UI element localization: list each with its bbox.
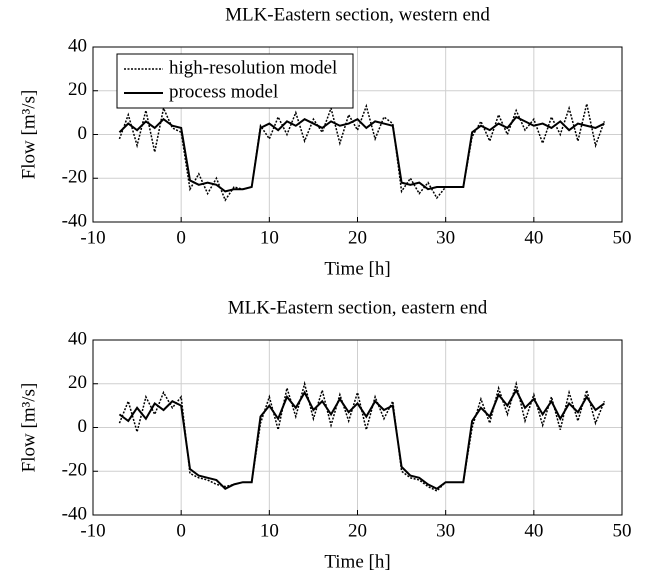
legend: high-resolution model process model [116,53,354,109]
x-tick-label: 10 [260,227,279,248]
y-tick-label: -40 [62,503,87,524]
y-tick-label: 40 [68,35,87,56]
legend-label: process model [169,81,278,102]
x-tick-label: 40 [524,520,543,541]
x-axis-label: Time [h] [324,258,390,279]
x-tick-label: 10 [260,520,279,541]
y-tick-label: 0 [78,416,88,437]
y-tick-label: -20 [62,460,87,481]
y-tick-label: 40 [68,328,87,349]
legend-label: high-resolution model [169,57,337,78]
y-tick-label: -20 [62,167,87,188]
x-tick-label: 50 [613,520,632,541]
x-tick-label: 40 [524,227,543,248]
plot-frame [92,46,623,223]
data-line [118,103,606,202]
chart-title: MLK-Eastern section, eastern end [228,297,488,318]
y-axis-label: Flow [m³/s] [18,90,39,180]
x-tick-label: 50 [613,227,632,248]
data-line [118,115,605,193]
x-axis-label: Time [h] [324,551,390,572]
y-tick-label: 0 [78,123,88,144]
y-tick-label: 20 [68,372,87,393]
x-tick-label: 20 [348,227,367,248]
y-tick-label: -40 [62,210,87,231]
legend-box [116,53,354,109]
x-tick-label: 0 [176,227,186,248]
x-tick-label: -10 [80,520,105,541]
y-axis-label: Flow [m³/s] [18,383,39,473]
x-tick-label: 30 [436,520,455,541]
x-tick-label: 0 [176,520,186,541]
plot-frame [92,339,623,516]
x-tick-label: 30 [436,227,455,248]
data-line [118,388,605,490]
chart-title: MLK-Eastern section, western end [225,4,490,25]
x-tick-label: 20 [348,520,367,541]
x-tick-label: -10 [80,227,105,248]
data-line [118,380,606,492]
y-tick-label: 20 [68,79,87,100]
